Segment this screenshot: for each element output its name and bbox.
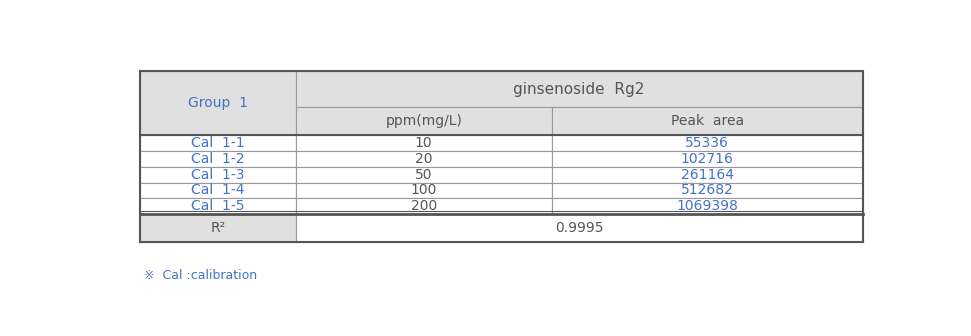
- Text: Cal  1-2: Cal 1-2: [191, 152, 245, 166]
- Text: 200: 200: [411, 199, 437, 213]
- Bar: [552, 167, 862, 182]
- Text: ※  Cal :calibration: ※ Cal :calibration: [144, 269, 257, 282]
- Bar: [295, 167, 552, 182]
- Text: 50: 50: [415, 168, 432, 182]
- Bar: [140, 71, 862, 242]
- Bar: [552, 107, 862, 135]
- Text: 512682: 512682: [681, 183, 734, 197]
- Text: Cal  1-3: Cal 1-3: [191, 168, 245, 182]
- Bar: [295, 71, 862, 107]
- Text: ginsenoside  Rg2: ginsenoside Rg2: [514, 82, 645, 97]
- Text: 0.9995: 0.9995: [554, 221, 603, 235]
- Text: Cal  1-4: Cal 1-4: [191, 183, 245, 197]
- Bar: [295, 198, 552, 214]
- Bar: [140, 151, 295, 167]
- Bar: [295, 182, 552, 198]
- Bar: [140, 71, 295, 135]
- Text: 10: 10: [415, 136, 432, 150]
- Bar: [552, 135, 862, 151]
- Text: Peak  area: Peak area: [671, 114, 744, 128]
- Bar: [140, 198, 295, 214]
- Text: 102716: 102716: [681, 152, 734, 166]
- Bar: [295, 151, 552, 167]
- Text: ppm(mg/L): ppm(mg/L): [385, 114, 462, 128]
- Text: Cal  1-5: Cal 1-5: [191, 199, 245, 213]
- Text: 261164: 261164: [681, 168, 734, 182]
- Bar: [140, 135, 295, 151]
- Text: 20: 20: [415, 152, 432, 166]
- Bar: [295, 107, 552, 135]
- Bar: [140, 214, 295, 242]
- Text: Group  1: Group 1: [187, 96, 248, 111]
- Text: 1069398: 1069398: [677, 199, 738, 213]
- Bar: [552, 182, 862, 198]
- Text: R²: R²: [211, 221, 225, 235]
- Text: 55336: 55336: [686, 136, 729, 150]
- Bar: [140, 167, 295, 182]
- Bar: [552, 198, 862, 214]
- Bar: [295, 135, 552, 151]
- Bar: [295, 214, 862, 242]
- Bar: [140, 182, 295, 198]
- Text: Cal  1-1: Cal 1-1: [191, 136, 245, 150]
- Text: 100: 100: [411, 183, 437, 197]
- Bar: [552, 151, 862, 167]
